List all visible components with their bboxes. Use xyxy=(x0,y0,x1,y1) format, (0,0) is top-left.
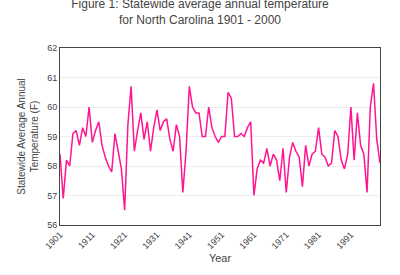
svg-text:1941: 1941 xyxy=(173,230,194,251)
svg-text:1961: 1961 xyxy=(237,230,258,251)
svg-text:1921: 1921 xyxy=(108,230,129,251)
svg-text:1911: 1911 xyxy=(76,230,97,251)
svg-text:61: 61 xyxy=(47,73,57,83)
svg-text:1951: 1951 xyxy=(205,230,226,251)
svg-text:57: 57 xyxy=(47,191,57,201)
svg-text:1981: 1981 xyxy=(302,230,323,251)
svg-text:1971: 1971 xyxy=(270,230,291,251)
svg-text:56: 56 xyxy=(47,220,57,230)
svg-text:Year: Year xyxy=(209,252,232,264)
svg-text:1991: 1991 xyxy=(334,230,355,251)
svg-text:58: 58 xyxy=(47,161,57,171)
svg-text:62: 62 xyxy=(47,43,57,53)
svg-text:59: 59 xyxy=(47,132,57,142)
svg-text:60: 60 xyxy=(47,102,57,112)
svg-text:Statewide Average AnnualTemper: Statewide Average AnnualTemperature (F) xyxy=(16,78,40,195)
svg-text:1901: 1901 xyxy=(43,230,64,251)
svg-text:Figure 1: Statewide average an: Figure 1: Statewide average annual tempe… xyxy=(71,0,329,27)
svg-text:1931: 1931 xyxy=(140,230,161,251)
